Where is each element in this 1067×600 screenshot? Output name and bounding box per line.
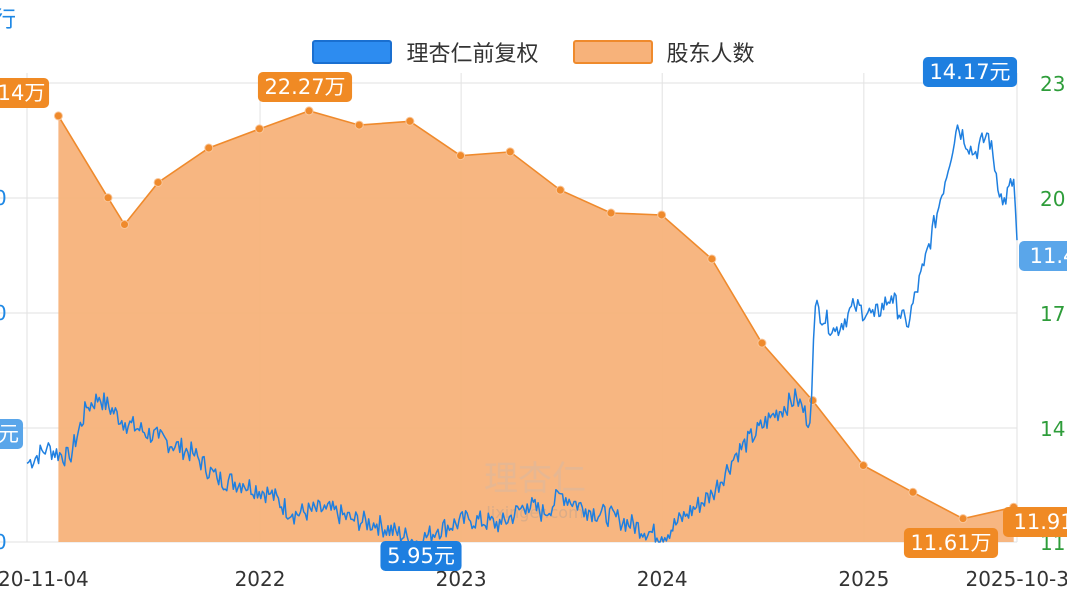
watermark-logo: 理杏仁 <box>484 459 586 499</box>
holders-max-label: 22.27万 <box>264 75 345 99</box>
holders-point <box>606 208 616 218</box>
legend-label-price: 理杏仁前复权 <box>406 42 539 67</box>
holders-point <box>757 338 767 348</box>
price-last-label: 11.4 <box>1030 244 1067 268</box>
left-axis-tick-label: 0 <box>0 186 7 210</box>
holders-min-label: 11.61万 <box>910 531 991 555</box>
legend-item-holders[interactable]: 股东人数 <box>572 36 755 68</box>
watermark-text: lixinger.com <box>486 503 583 522</box>
price-start-label: 元 <box>0 422 19 446</box>
x-tick-label: 2022 <box>235 567 286 591</box>
holders-point <box>204 143 214 153</box>
holders-point <box>103 193 113 203</box>
holders-point <box>153 177 163 187</box>
holders-point <box>555 185 565 195</box>
price-line <box>26 124 1018 543</box>
price-max-label-bg <box>922 57 1018 87</box>
holders-area <box>58 110 1014 543</box>
legend-label-holders: 股东人数 <box>666 42 755 67</box>
price-min-label: 5.95元 <box>387 544 455 568</box>
holders-point <box>456 151 466 161</box>
holders-point <box>808 395 818 405</box>
holders-point <box>657 210 667 220</box>
holders-point <box>254 124 264 134</box>
right-axis-tick-label: 17 <box>1040 302 1065 326</box>
holders-start-label: 14万 <box>0 81 45 105</box>
holders-last-label: 11.91 <box>1013 510 1067 534</box>
price-last-label-bg <box>1019 241 1067 271</box>
price-max-label: 14.17元 <box>929 60 1010 84</box>
right-axis-tick-label: 20 <box>1040 187 1065 211</box>
holders-point <box>120 220 130 230</box>
holders-point <box>707 254 717 264</box>
right-axis-tick-label: 14 <box>1040 417 1065 441</box>
x-tick-label: 2025 <box>838 567 889 591</box>
holders-point <box>958 514 968 524</box>
price-legend-swatch <box>312 40 393 64</box>
holders-start-label-bg <box>0 78 50 108</box>
holders-legend-swatch <box>572 40 653 64</box>
left-axis-tick-label: 0 <box>0 530 7 554</box>
holders-point <box>908 487 918 497</box>
holders-point <box>354 120 364 130</box>
legend-item-price[interactable]: 理杏仁前复权 <box>312 36 539 68</box>
price-start-label-bg <box>0 419 24 449</box>
x-tick-label: 2024 <box>637 567 688 591</box>
x-tick-label: 20-11-04 <box>0 567 89 591</box>
holders-last-label-bg <box>1003 507 1067 537</box>
left-axis-unit-label: 行 <box>0 8 17 33</box>
holders-point <box>505 147 515 157</box>
holders-point <box>405 116 415 126</box>
holders-point <box>53 111 63 121</box>
holders-point <box>304 106 314 116</box>
holders-point <box>858 461 868 470</box>
legend: 理杏仁前复权 股东人数 <box>0 36 1067 68</box>
right-axis-tick-label: 23 <box>1040 72 1065 96</box>
price-min-label-bg <box>380 541 462 571</box>
x-tick-label: 2025-10-3 <box>965 567 1067 591</box>
left-axis-tick-label: 0 <box>0 301 7 325</box>
holders-max-label-bg <box>257 72 353 102</box>
holders-min-label-bg <box>903 528 999 558</box>
